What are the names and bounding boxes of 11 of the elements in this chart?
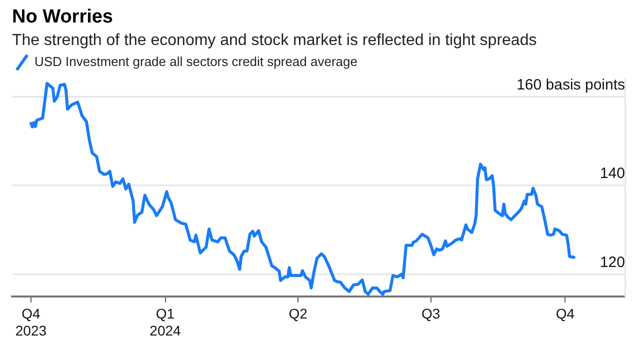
- x-tick-label: Q1 2024: [150, 306, 182, 338]
- chart-title: No Worries: [12, 6, 114, 28]
- x-tick-label: Q2: [288, 306, 308, 322]
- legend-label: USD Investment grade all sectors credit spread average: [34, 54, 358, 70]
- y-tick-label: 120: [600, 254, 625, 271]
- y-tick-label: 140: [600, 165, 625, 182]
- x-tick-label: Q4: [556, 306, 575, 322]
- y-tick-label: 160 basis points: [516, 76, 625, 94]
- x-tick-label: Q4 2023: [15, 306, 47, 338]
- chart-subtitle: The strength of the economy and stock market is reflected in tight spreads: [12, 32, 537, 49]
- x-tick-label: Q3: [422, 306, 440, 322]
